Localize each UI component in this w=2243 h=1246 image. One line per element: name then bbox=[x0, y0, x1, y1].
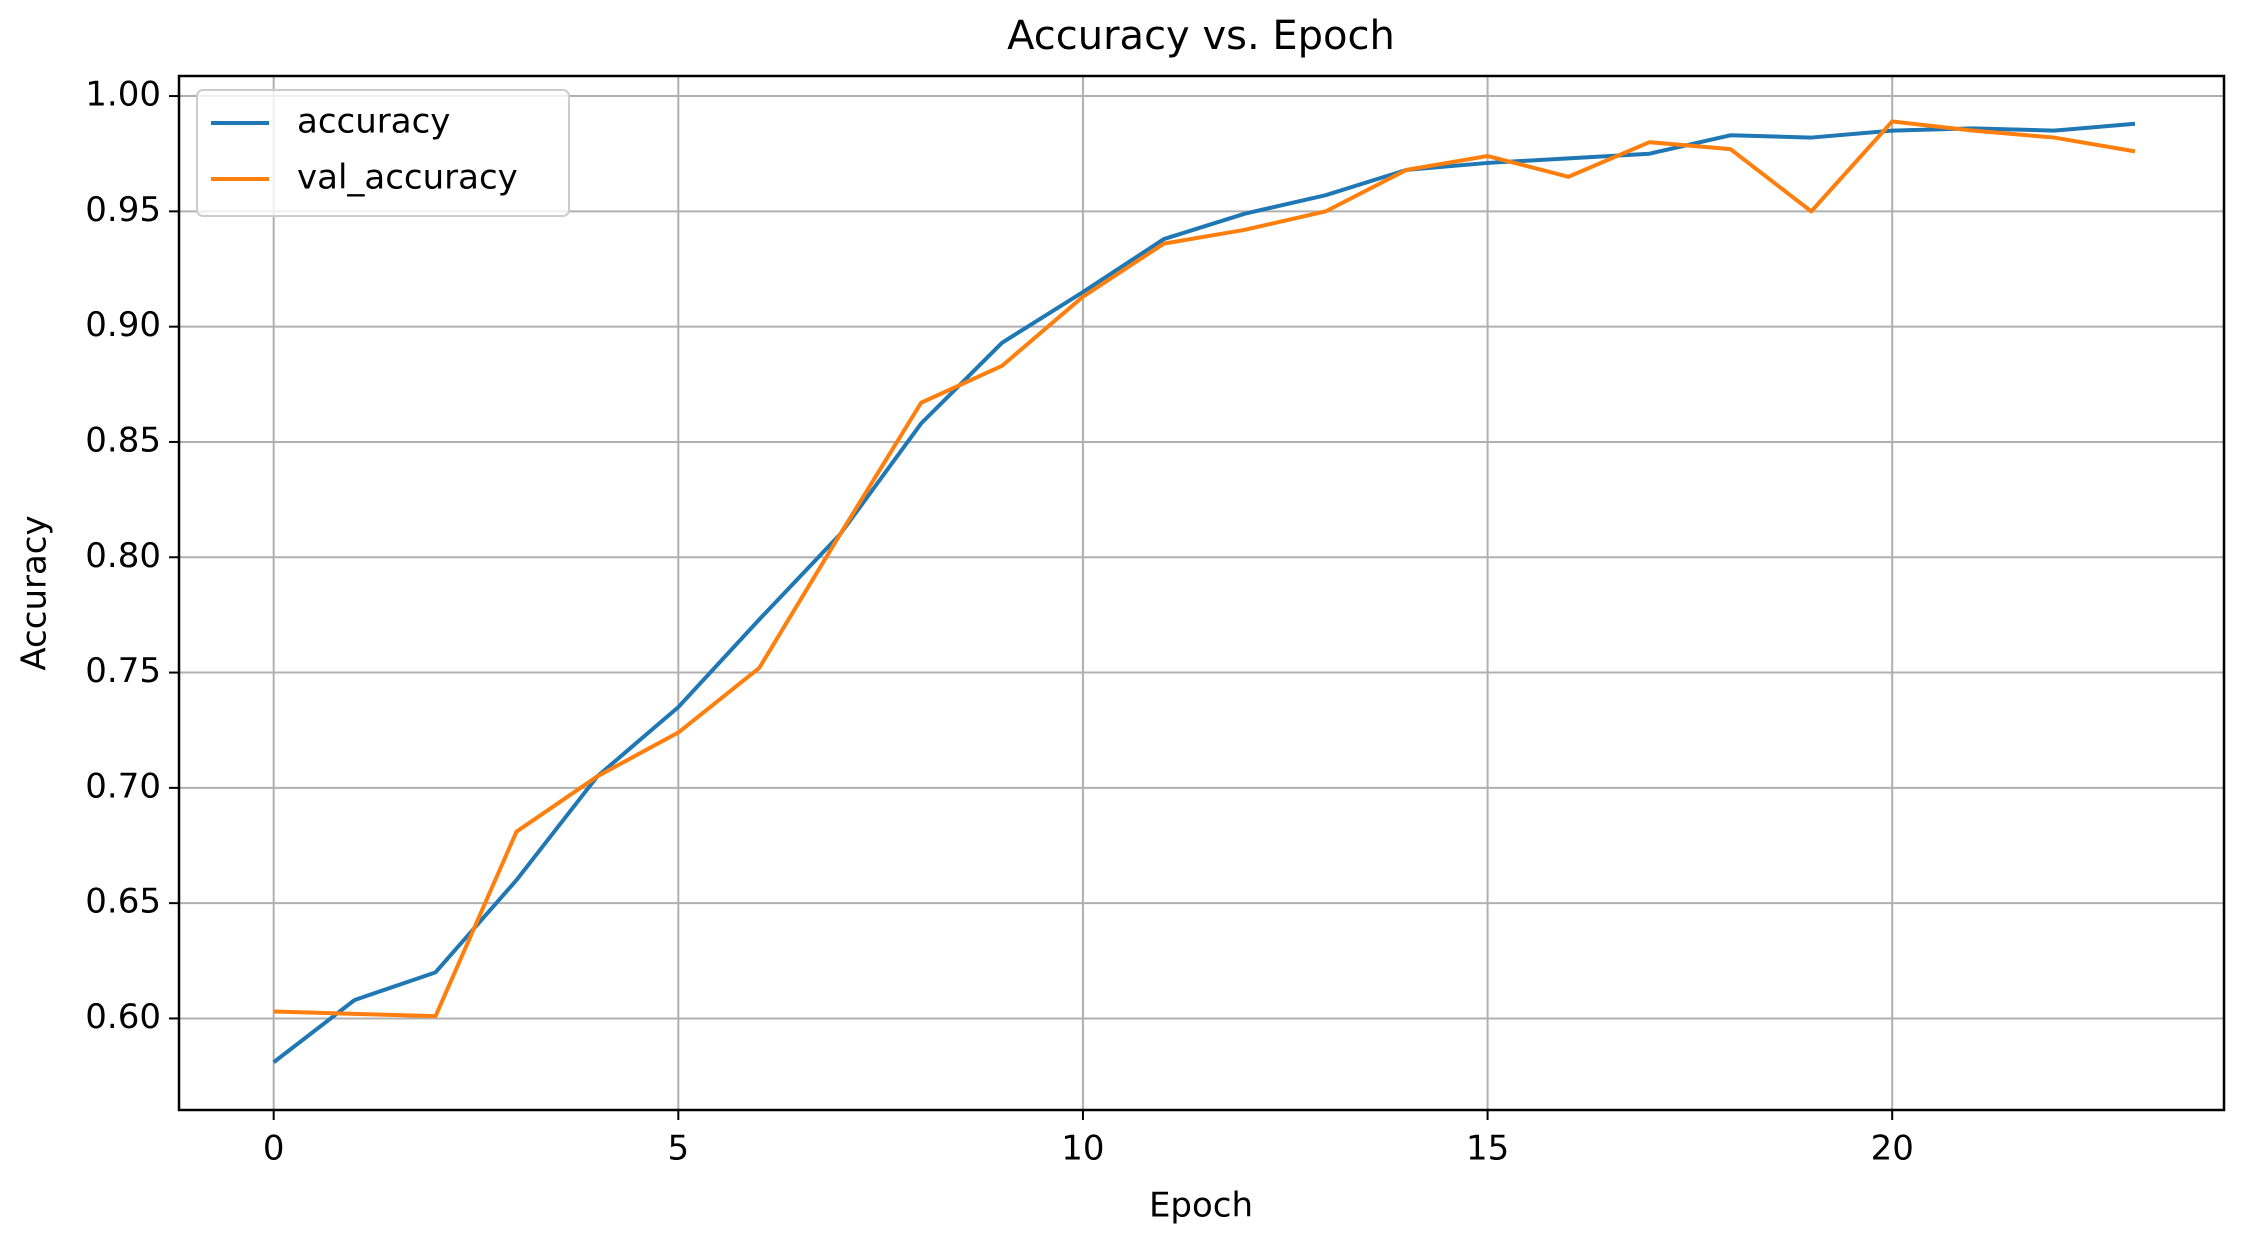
y-tick-label: 0.60 bbox=[85, 997, 161, 1037]
x-tick-label: 15 bbox=[1466, 1129, 1509, 1169]
legend-label: accuracy bbox=[297, 102, 450, 142]
y-tick-label: 0.65 bbox=[85, 882, 161, 922]
x-tick-label: 0 bbox=[263, 1129, 285, 1169]
x-tick-label: 5 bbox=[667, 1129, 689, 1169]
x-tick-label: 10 bbox=[1061, 1129, 1104, 1169]
y-tick-label: 1.00 bbox=[85, 75, 161, 115]
data-line bbox=[272, 121, 2136, 1064]
x-tick-label: 20 bbox=[1871, 1129, 1914, 1169]
legend-box bbox=[196, 89, 570, 217]
y-tick-label: 0.70 bbox=[85, 766, 161, 806]
y-axis-label: Accuracy bbox=[15, 515, 55, 670]
y-tick-label: 0.85 bbox=[85, 420, 161, 460]
plot-frame bbox=[177, 74, 2226, 1112]
x-axis-label: Epoch bbox=[1149, 1186, 1253, 1226]
y-tick-label: 0.95 bbox=[85, 190, 161, 230]
chart-title: Accuracy vs. Epoch bbox=[1007, 13, 1395, 59]
y-tick-label: 0.80 bbox=[85, 536, 161, 576]
data-line bbox=[273, 119, 2136, 1019]
legend-label: val_accuracy bbox=[297, 158, 518, 198]
y-tick-label: 0.90 bbox=[85, 305, 161, 345]
y-tick-label: 0.75 bbox=[85, 651, 161, 691]
